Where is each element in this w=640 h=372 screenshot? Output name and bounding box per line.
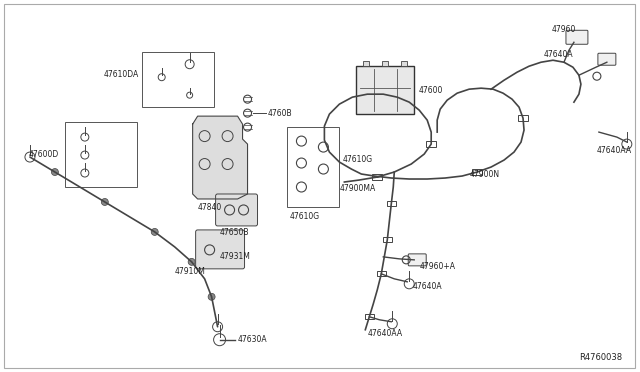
Text: 47640AA: 47640AA [367,329,403,338]
FancyBboxPatch shape [598,53,616,65]
Bar [372,174,382,180]
Text: 47630A: 47630A [237,335,267,344]
Circle shape [188,259,195,265]
Text: R4760038: R4760038 [579,353,622,362]
Circle shape [101,199,108,205]
Text: 47610G: 47610G [342,154,372,164]
Bar [426,141,436,147]
Text: 47600D: 47600D [29,150,59,159]
Text: 47960: 47960 [552,25,577,34]
Text: 47650B: 47650B [220,228,249,237]
Bar [364,61,369,66]
Text: 47900MA: 47900MA [339,185,376,193]
Text: 47931M: 47931M [220,252,250,262]
Text: 47610DA: 47610DA [104,70,139,79]
Text: 47900N: 47900N [469,170,499,179]
Bar [401,61,407,66]
Text: 47610G: 47610G [289,212,319,221]
Bar [387,202,396,206]
Bar [356,66,414,114]
Polygon shape [193,116,248,199]
Text: 47640AA: 47640AA [597,145,632,155]
Circle shape [208,293,215,300]
Text: 47640A: 47640A [412,282,442,291]
Bar [365,314,374,319]
FancyBboxPatch shape [216,194,257,226]
FancyBboxPatch shape [566,30,588,44]
Bar [377,271,386,276]
Text: 47960+A: 47960+A [419,262,455,271]
Bar [141,52,214,107]
Bar [65,122,137,187]
Bar [472,169,482,175]
Text: 4760B: 4760B [268,109,292,118]
Bar [518,115,528,121]
Text: 47640A: 47640A [544,50,573,59]
Bar [287,127,339,207]
Bar [382,61,388,66]
Bar [383,237,392,243]
FancyBboxPatch shape [408,254,426,266]
Text: 47600: 47600 [418,86,443,95]
Text: 47910M: 47910M [175,267,205,276]
Circle shape [51,169,58,176]
Text: 47840: 47840 [198,203,222,212]
Circle shape [151,228,158,235]
FancyBboxPatch shape [196,230,244,269]
